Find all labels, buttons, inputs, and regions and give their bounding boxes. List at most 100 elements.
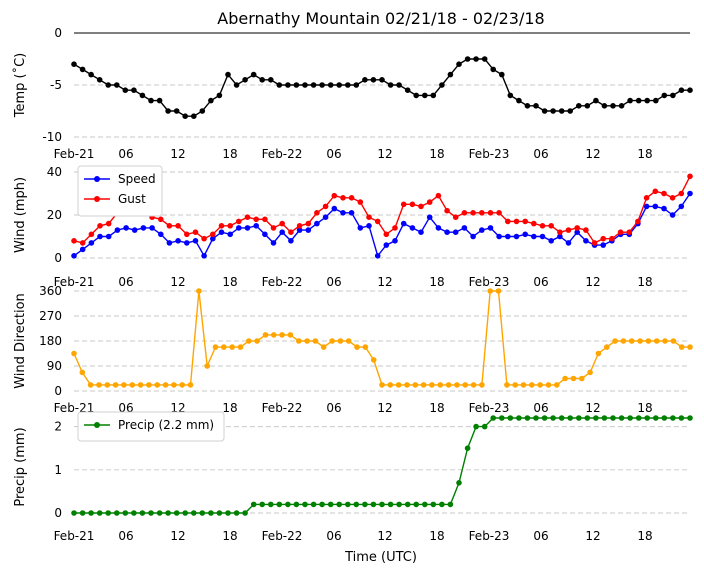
series-line [73, 58, 690, 117]
data-point [387, 382, 394, 388]
series-line [73, 290, 690, 386]
x-tick-label: 06 [118, 147, 133, 161]
data-point [567, 415, 573, 421]
data-point [370, 357, 377, 363]
x-tick-label: Feb-23 [469, 401, 510, 415]
data-point [262, 216, 268, 223]
data-point [379, 77, 385, 83]
x-tick-label: Feb-23 [469, 529, 510, 543]
data-point [447, 71, 454, 78]
data-point [531, 220, 537, 227]
data-point [481, 56, 488, 62]
data-point [533, 415, 539, 421]
data-point [662, 338, 668, 344]
data-point [262, 231, 268, 238]
x-tick-label: Feb-21 [54, 529, 95, 543]
data-point [587, 369, 593, 376]
data-point [541, 415, 548, 421]
data-point [218, 229, 225, 235]
data-point [312, 338, 319, 344]
data-point [246, 338, 252, 344]
data-point [122, 510, 129, 516]
y-tick-label: 1 [54, 463, 62, 477]
data-point [495, 288, 502, 294]
data-point [192, 238, 199, 244]
data-point [270, 225, 277, 231]
data-point [687, 415, 693, 421]
data-point [201, 235, 207, 242]
data-point [562, 375, 568, 382]
data-point [524, 415, 531, 421]
data-point [105, 82, 111, 88]
data-point [139, 510, 146, 516]
data-point [204, 363, 210, 369]
data-point [105, 220, 112, 227]
data-point [148, 510, 154, 516]
data-point [490, 66, 497, 73]
data-point [600, 235, 606, 242]
data-point [96, 382, 102, 388]
data-point [396, 501, 402, 508]
data-point [104, 382, 111, 388]
data-point [310, 82, 317, 88]
data-point [487, 210, 494, 216]
data-point [496, 233, 502, 240]
data-point [199, 510, 206, 516]
data-point [479, 227, 485, 233]
data-point [345, 501, 351, 508]
data-point [166, 223, 173, 229]
data-point [175, 223, 181, 229]
data-point [233, 82, 240, 88]
data-point [79, 246, 86, 253]
data-point [166, 240, 173, 246]
y-tick-label: 180 [39, 334, 62, 348]
data-point [426, 199, 433, 205]
data-point [558, 108, 565, 114]
data-point [131, 87, 137, 93]
data-point [644, 97, 650, 104]
data-point [635, 218, 641, 225]
data-point [210, 235, 216, 242]
data-point [505, 233, 511, 240]
data-point [362, 501, 368, 508]
data-point [653, 338, 660, 344]
x-tick-label: 18 [222, 529, 237, 543]
data-point [156, 510, 163, 516]
data-point [661, 205, 667, 212]
data-point [357, 225, 364, 231]
data-point [392, 238, 398, 244]
panel-2: 0 20 40 Wind (mph) Feb-21 06 12 18 Feb-22 06 12 18 F… [13, 165, 693, 289]
panel-1: -10 -5 0 Temp (˚C) Feb-21 06 12 18 Feb-22 06 12 18 F… [12, 26, 693, 161]
y-tick-label: 2 [54, 420, 62, 434]
data-point [97, 233, 103, 240]
data-point [216, 92, 223, 99]
data-point [387, 82, 394, 88]
data-point [567, 108, 573, 114]
data-point [445, 382, 452, 388]
data-point [447, 501, 454, 508]
data-point [370, 501, 377, 508]
data-point [179, 382, 185, 388]
x-tick-label: 12 [170, 147, 185, 161]
data-point [635, 415, 642, 421]
data-point [276, 501, 283, 508]
data-point [293, 501, 300, 508]
x-tick-label: 12 [585, 275, 600, 289]
data-point [244, 225, 251, 231]
data-point [310, 501, 317, 508]
data-point [227, 231, 233, 238]
data-point [627, 415, 633, 421]
data-point [678, 203, 685, 210]
data-point [233, 510, 240, 516]
data-point [661, 415, 668, 421]
data-point [242, 510, 248, 516]
data-point [601, 415, 608, 421]
data-point [479, 382, 485, 388]
data-point [331, 192, 338, 199]
data-point [345, 338, 352, 344]
data-point [271, 332, 277, 338]
data-point [156, 97, 163, 104]
data-point [154, 382, 160, 388]
data-point [404, 87, 411, 93]
data-point [208, 97, 214, 104]
